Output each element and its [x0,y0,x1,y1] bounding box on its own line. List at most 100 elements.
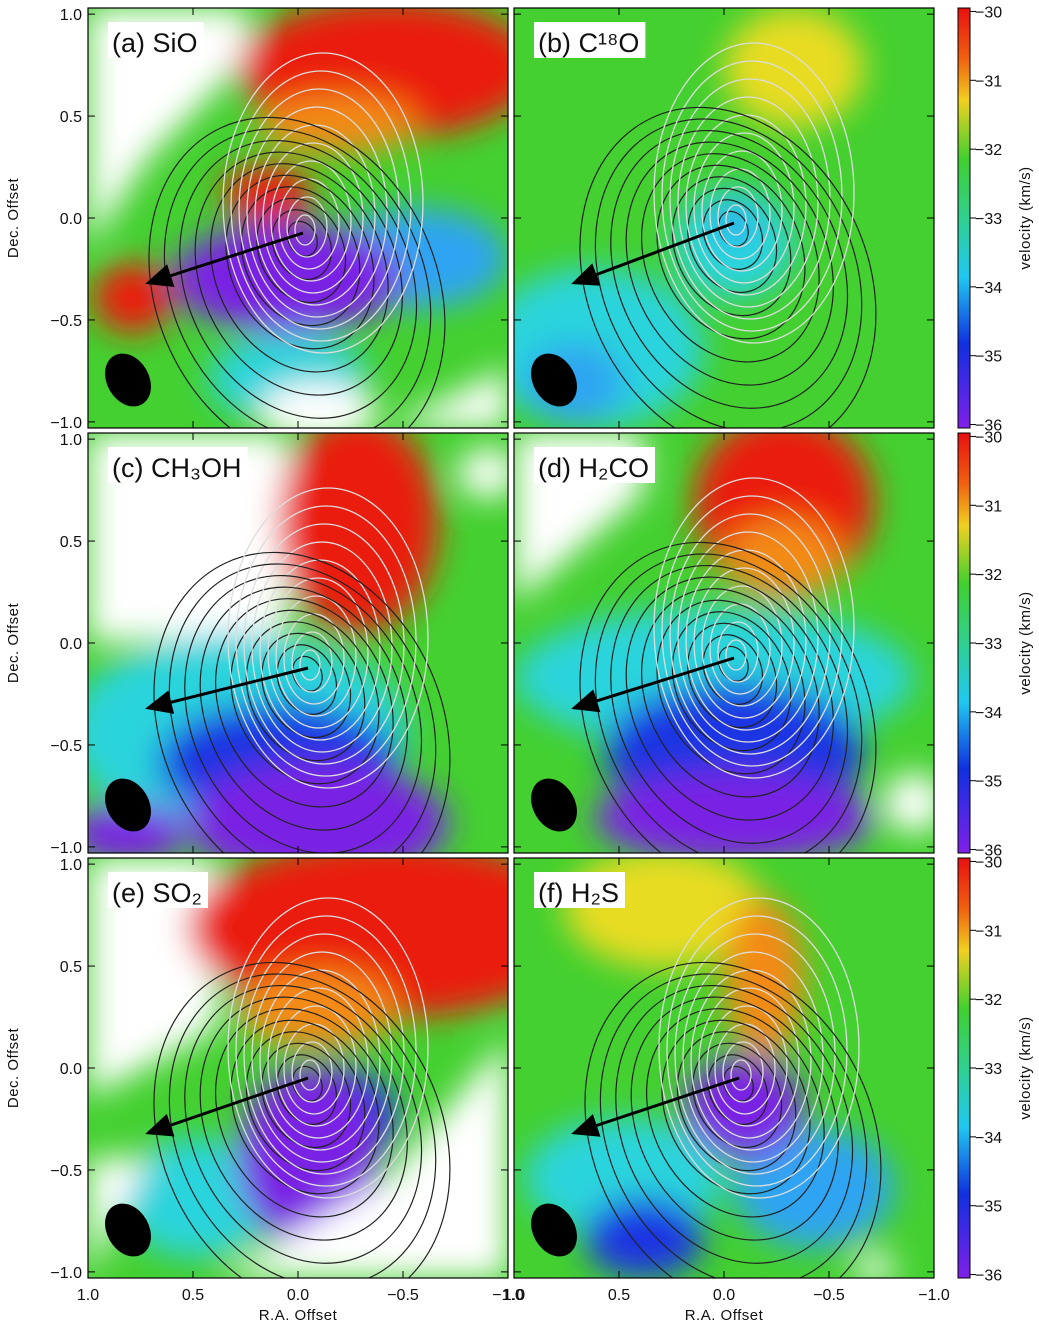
colorbar-fill [957,857,971,1279]
label-bg [534,22,646,58]
outflow-arrow [571,656,735,713]
contour [641,588,820,798]
colorbar-tick-label: −30 [975,429,1002,446]
y-tick-label: 0.5 [60,109,82,126]
contour [256,197,347,304]
contour [701,585,783,707]
y-tick-label: −0.5 [50,1163,82,1180]
panel-label: (e) SO₂ [112,878,202,908]
colorbar-tick-label: −31 [975,498,1002,515]
contour [259,559,381,741]
y-tick-label: −0.5 [50,738,82,755]
contour [235,915,417,1187]
colorbar-tick-label: −33 [975,211,1002,228]
beam [105,353,151,407]
contour [230,70,412,342]
colorbar-label: velocity (km/s) [1017,1016,1034,1119]
beam [105,1203,151,1257]
outflow-arrow [145,1076,309,1137]
field-blob [724,518,844,598]
contour [261,1042,352,1149]
field-blob [223,165,313,221]
contour [210,163,389,373]
map [88,8,508,428]
contour [685,114,807,296]
field-blob [258,93,418,153]
panel-label: (c) CH₃OH [112,453,241,483]
colorbar-tick-label: −31 [975,73,1002,90]
panel-label: (a) SiO [112,28,198,58]
contour [693,132,795,284]
contour [677,531,819,743]
contour [230,1019,380,1195]
contour [671,176,792,317]
contour [717,621,759,683]
contour [685,549,807,731]
field-blob [88,8,248,248]
contour [227,897,429,1199]
y-tick-label: 1.0 [60,857,82,874]
x-tick-label: −1.0 [918,1287,950,1304]
field-blob [93,263,173,333]
outflow-arrow [571,221,735,286]
panel: (b) C¹⁸O [513,7,935,429]
contour [168,563,437,853]
colorbar-tick-label: −33 [975,1061,1002,1078]
map-field [524,858,894,1278]
field-blob [724,898,804,1058]
field-blob [388,368,508,428]
contour [225,174,375,350]
outflow-arrow [145,666,309,714]
contour [579,106,877,428]
y-axis-label: Dec. Offset [5,178,22,259]
contour [656,164,806,340]
panel: (c) CH₃OH 1.0 0.5 0.0 −0.5 −1.0 Dec. Offset [5,432,509,857]
beam [531,1203,577,1257]
panel-label: (d) H₂CO [538,453,649,483]
contour [215,1008,394,1218]
contour [259,969,381,1151]
contour [653,477,855,779]
colorbar-tick-label: −36 [975,843,1002,860]
y-tick-label: −1.0 [50,840,82,857]
label-bg [108,872,208,908]
contour [584,961,882,1278]
contour [153,961,451,1278]
contour [677,96,819,308]
colorbar-tick-label: −35 [975,349,1002,366]
contour [646,1008,825,1218]
field-blob [88,433,288,643]
contour [184,574,423,853]
contour [610,129,849,409]
contour [725,204,747,236]
colorbar-tick-label: −36 [975,1268,1002,1285]
y-tick-label: −1.0 [50,415,82,432]
x-tick-label: −1.0 [492,1287,524,1304]
panel-label: (b) C¹⁸O [538,28,639,58]
y-tick-label: −1.0 [50,1265,82,1282]
field-blob [258,383,378,428]
y-tick-label: 0.0 [60,1061,82,1078]
contour [671,611,792,752]
contour [661,60,843,332]
contour [254,124,376,306]
colorbar-label: velocity (km/s) [1017,166,1034,269]
x-tick-label: −0.5 [387,1287,419,1304]
contour [246,106,388,318]
contour [594,118,863,428]
contour [690,969,812,1151]
field-blob [458,448,508,498]
colorbar-tick-label: −34 [975,1130,1002,1147]
contour [579,541,877,853]
panel: (a) SiO 1.0 0.5 0.0 −0.5 −1.0 Dec. Offset [5,7,509,432]
contour [722,1041,764,1103]
contour [653,42,855,344]
field-blob [118,1138,278,1258]
contour [725,639,747,671]
contour [687,187,778,294]
contour [261,632,352,739]
contour [717,186,759,248]
map-field [88,858,508,1278]
panel-label: (f) H₂S [538,878,619,908]
